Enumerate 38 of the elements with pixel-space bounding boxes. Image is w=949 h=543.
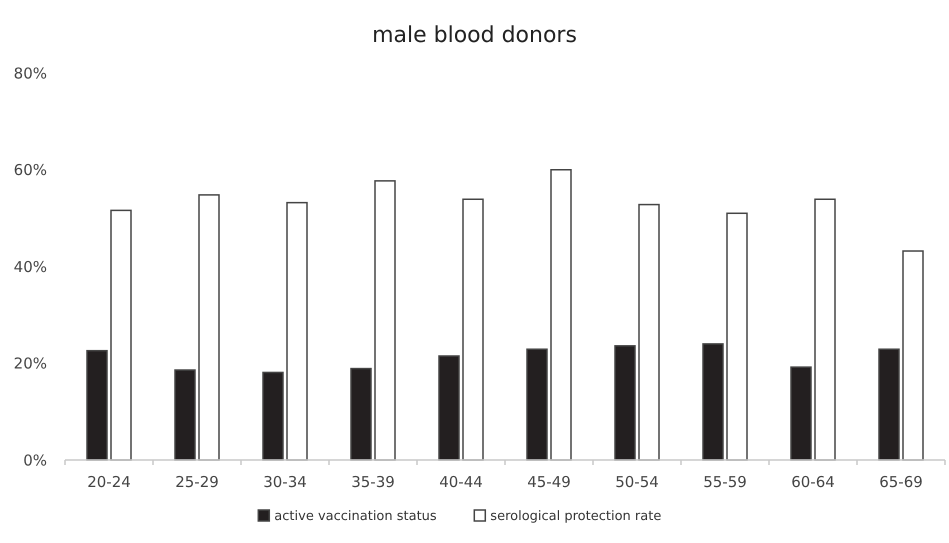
x-tick-label: 40-44 — [439, 473, 483, 491]
bar — [614, 345, 636, 461]
y-tick-label: 60% — [14, 161, 47, 179]
bar — [790, 366, 812, 461]
bar — [350, 368, 372, 461]
x-tick-label: 50-54 — [615, 473, 659, 491]
y-tick-label: 40% — [14, 258, 47, 276]
chart-title: male blood donors — [372, 23, 577, 48]
bar — [262, 372, 284, 461]
bar — [86, 350, 108, 461]
x-tick-label: 65-69 — [879, 473, 923, 491]
x-tick-label: 35-39 — [351, 473, 395, 491]
bar — [902, 250, 924, 461]
x-tick-label: 25-29 — [175, 473, 219, 491]
bar — [286, 202, 308, 461]
bar — [110, 210, 132, 461]
x-tick-label: 20-24 — [87, 473, 131, 491]
bar — [726, 212, 748, 461]
y-tick-label: 80% — [14, 64, 47, 82]
x-tick-label: 30-34 — [263, 473, 307, 491]
bar — [374, 180, 396, 461]
bar — [550, 169, 572, 461]
x-tick-label: 45-49 — [527, 473, 571, 491]
bar — [174, 369, 196, 461]
bar — [702, 343, 724, 461]
legend-label: serological protection rate — [490, 509, 662, 524]
x-tick-label: 60-64 — [791, 473, 835, 491]
bar — [462, 198, 484, 461]
bar — [198, 194, 220, 461]
legend-label: active vaccination status — [274, 509, 437, 524]
y-tick-label: 0% — [23, 451, 47, 470]
bar — [638, 204, 660, 461]
bar — [526, 348, 548, 461]
y-tick-label: 20% — [14, 354, 47, 372]
bar — [814, 198, 836, 461]
bar — [878, 348, 900, 461]
x-tick-label: 55-59 — [703, 473, 747, 491]
bar — [438, 355, 460, 461]
